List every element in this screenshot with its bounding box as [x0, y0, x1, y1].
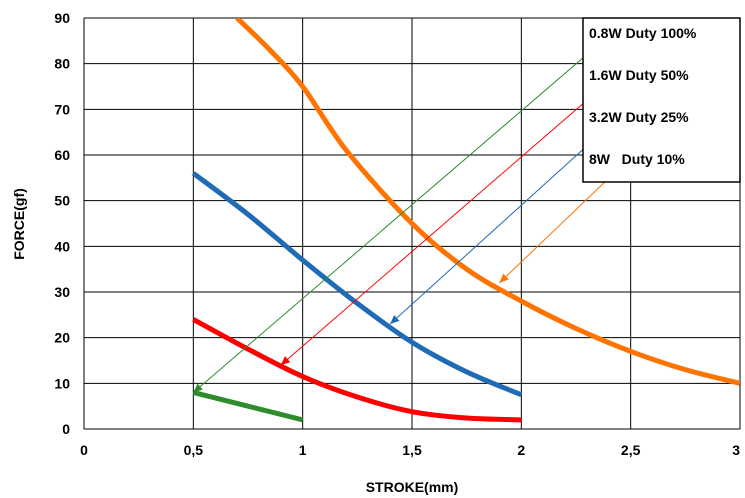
legend: 0.8W Duty 100% 1.6W Duty 50% 3.2W Duty 25%…: [582, 17, 741, 183]
legend-entry-3: 8W Duty 10%: [589, 151, 685, 167]
x-axis-title: STROKE(mm): [366, 479, 459, 495]
x-tick-label: 0,5: [184, 442, 204, 458]
annotation-arrows: [193, 54, 605, 393]
x-tick-label: 2,5: [621, 442, 641, 458]
y-axis-title: FORCE(gf): [11, 188, 27, 260]
x-tick-label: 1,5: [402, 442, 422, 458]
x-tick-label: 2: [517, 442, 525, 458]
series-line-2: [191, 171, 523, 398]
legend-box: [582, 17, 741, 183]
legend-entry-1: 1.6W Duty 50%: [589, 67, 689, 83]
y-tick-label: 20: [54, 330, 70, 346]
series-layer: [191, 18, 740, 423]
annotation-arrow-line-0: [193, 54, 588, 393]
annotation-arrow-head-2: [390, 314, 400, 324]
y-tick-label: 30: [54, 284, 70, 300]
y-tick-label: 70: [54, 101, 70, 117]
y-tick-label: 60: [54, 147, 70, 163]
series-line-3: [235, 18, 740, 386]
y-tick-label: 50: [54, 193, 70, 209]
y-tick-label: 40: [54, 238, 70, 254]
y-tick-label: 0: [62, 421, 70, 437]
x-tick-label: 1: [299, 442, 307, 458]
annotation-arrow-head-1: [280, 356, 291, 366]
x-tick-label: 0: [80, 442, 88, 458]
annotation-arrow-head-3: [499, 273, 509, 283]
annotation-arrow-line-1: [280, 99, 588, 366]
legend-entry-0: 0.8W Duty 100%: [589, 25, 697, 41]
series-line-0: [192, 390, 304, 423]
annotation-arrow-line-2: [389, 145, 588, 325]
legend-entry-2: 3.2W Duty 25%: [589, 109, 689, 125]
x-tick-label: 3: [732, 442, 740, 458]
series-line-1: [192, 317, 522, 423]
y-tick-label: 80: [54, 56, 70, 72]
y-tick-label: 90: [54, 10, 70, 26]
annotation-arrow-line-3: [499, 182, 605, 284]
y-tick-label: 10: [54, 375, 70, 391]
annotation-arrow-head-0: [193, 383, 203, 393]
